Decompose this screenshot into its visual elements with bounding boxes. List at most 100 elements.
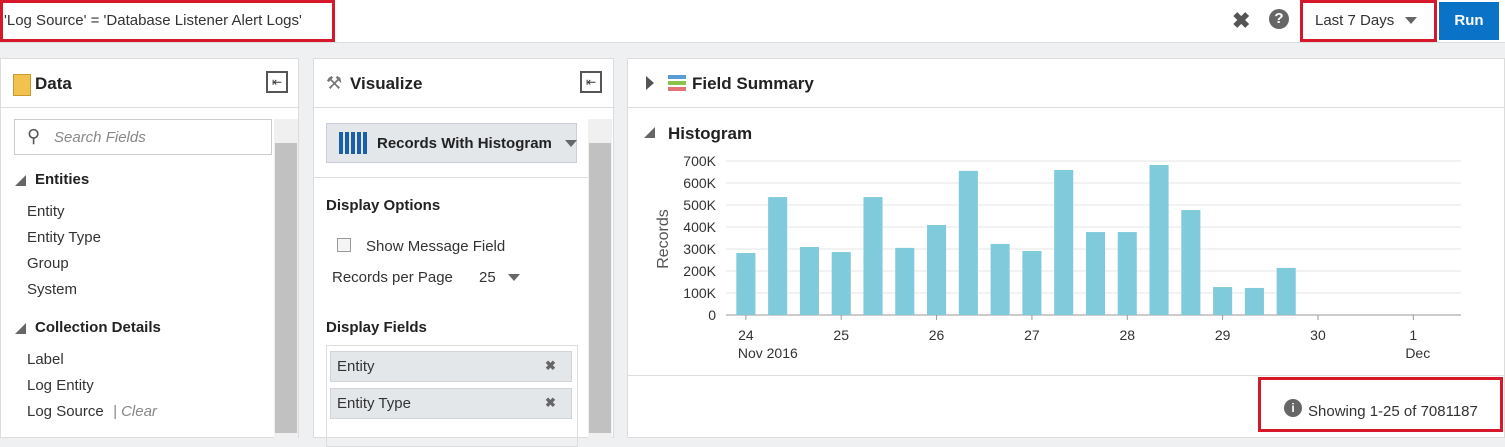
y-tick-label: 600K [683,175,716,191]
bar [1022,250,1042,315]
group-arrow [15,175,26,186]
bar [895,247,915,315]
group-arrow [15,323,26,334]
visualization-name: Records With Histogram [377,135,552,152]
divider [314,107,615,108]
search-placeholder: Search Fields [54,129,146,146]
bar [1213,287,1233,315]
dropdown-arrow [508,274,520,281]
divider [628,107,1505,108]
highlight [0,0,335,42]
field-chip: Entity Type ✖ [330,388,572,419]
time-range[interactable]: Last 7 Days [1315,12,1395,29]
scrollbar[interactable] [274,119,298,439]
y-tick-label: 500K [683,197,716,213]
bar [1117,232,1137,315]
highlight [1258,377,1503,432]
y-tick-label: 700K [683,153,716,169]
checkbox[interactable] [337,238,351,252]
section-title: Display Fields [326,319,427,336]
clear-link[interactable]: | Clear [113,403,157,420]
visualization-select[interactable]: Records With Histogram [326,123,577,163]
visualize-icon: ⚒ [326,73,343,93]
field-item[interactable]: Label [27,351,64,368]
bar [990,243,1010,315]
showing-text: Showing 1-25 of 7081187 [1308,403,1478,420]
records-per-page[interactable]: 25 [479,269,496,286]
help-icon[interactable]: ? [1269,9,1289,29]
query-text[interactable]: 'Log Source' = 'Database Listener Alert … [4,12,302,29]
field-chip-label: Entity Type [337,395,411,412]
collapse-button[interactable]: ⇤ [580,71,602,93]
bar [1276,267,1296,315]
run-button[interactable]: Run [1439,2,1499,40]
x-tick-label: 26 [929,327,945,343]
bar [1149,164,1169,315]
field-item[interactable]: Log Source [27,403,104,420]
x-tick-label: 1 [1409,327,1417,343]
clear-icon[interactable]: ✖ [1232,8,1251,33]
scrollbar[interactable] [588,119,612,439]
group-title: Collection Details [35,319,161,336]
bar [736,252,756,315]
field-chip: Entity ✖ [330,351,572,382]
x-tick-label: 24 [738,327,754,343]
x-period-label: Dec [1405,345,1430,361]
x-tick-label: 30 [1310,327,1326,343]
search-icon: ⚲ [27,126,41,146]
remove-icon: ✖ [545,395,556,410]
y-axis-label: Records [655,209,672,269]
field-item[interactable]: Entity [27,203,65,220]
bar [1054,170,1074,315]
info-icon: i [1284,399,1302,417]
field-item[interactable]: Log Entity [27,377,94,394]
bar [1085,232,1106,315]
field-item[interactable]: Entity Type [27,229,101,246]
y-tick-label: 200K [683,263,716,279]
y-tick-label: 100K [683,285,716,301]
x-period-label: Nov 2016 [738,345,798,361]
summary-icon [668,75,686,91]
histogram: Records 0 100K 200K 300K 400K 500K 600K 700K 24 2… [655,153,1461,361]
collapse-arrow[interactable] [644,127,655,138]
field-item[interactable]: Group [27,255,69,272]
dropdown-arrow [1405,17,1417,24]
bar [768,197,788,315]
field-summary-title: Field Summary [692,74,814,93]
remove-icon: ✖ [545,358,556,373]
highlight [1300,0,1437,42]
x-tick-label: 29 [1215,327,1231,343]
panel-title: Data [35,74,72,93]
divider [314,177,588,178]
bar [863,197,883,315]
collapse-button[interactable]: ⇤ [266,71,288,93]
toolbar: 'Log Source' = 'Database Listener Alert … [0,0,1505,43]
checkbox-label: Show Message Field [366,238,506,255]
search-box[interactable]: ⚲ Search Fields [14,119,272,155]
records-per-page-label: Records per Page [332,269,453,286]
data-panel: Data ⇤ ⚲ Search Fields Entities Entity Ent… [0,58,300,439]
bar [831,252,851,315]
divider [1,107,300,108]
viz-icon [339,132,369,154]
y-tick-label: 400K [683,219,716,235]
histogram-title: Histogram [668,124,753,143]
divider [628,375,1505,376]
x-tick-label: 25 [833,327,849,343]
x-tick-label: 28 [1119,327,1135,343]
bar [1244,287,1264,315]
section-title: Display Options [326,197,441,214]
field-item[interactable]: System [27,281,78,298]
bar [927,225,947,315]
bar [799,247,819,315]
field-chip-label: Entity [337,358,375,375]
panel-title: Visualize [350,74,423,93]
y-tick-label: 0 [708,307,716,323]
y-tick-label: 300K [683,241,716,257]
data-icon [13,74,31,96]
dropdown-arrow [565,140,577,147]
bar [1181,210,1201,315]
expand-arrow[interactable] [646,76,654,90]
bar [958,170,978,315]
